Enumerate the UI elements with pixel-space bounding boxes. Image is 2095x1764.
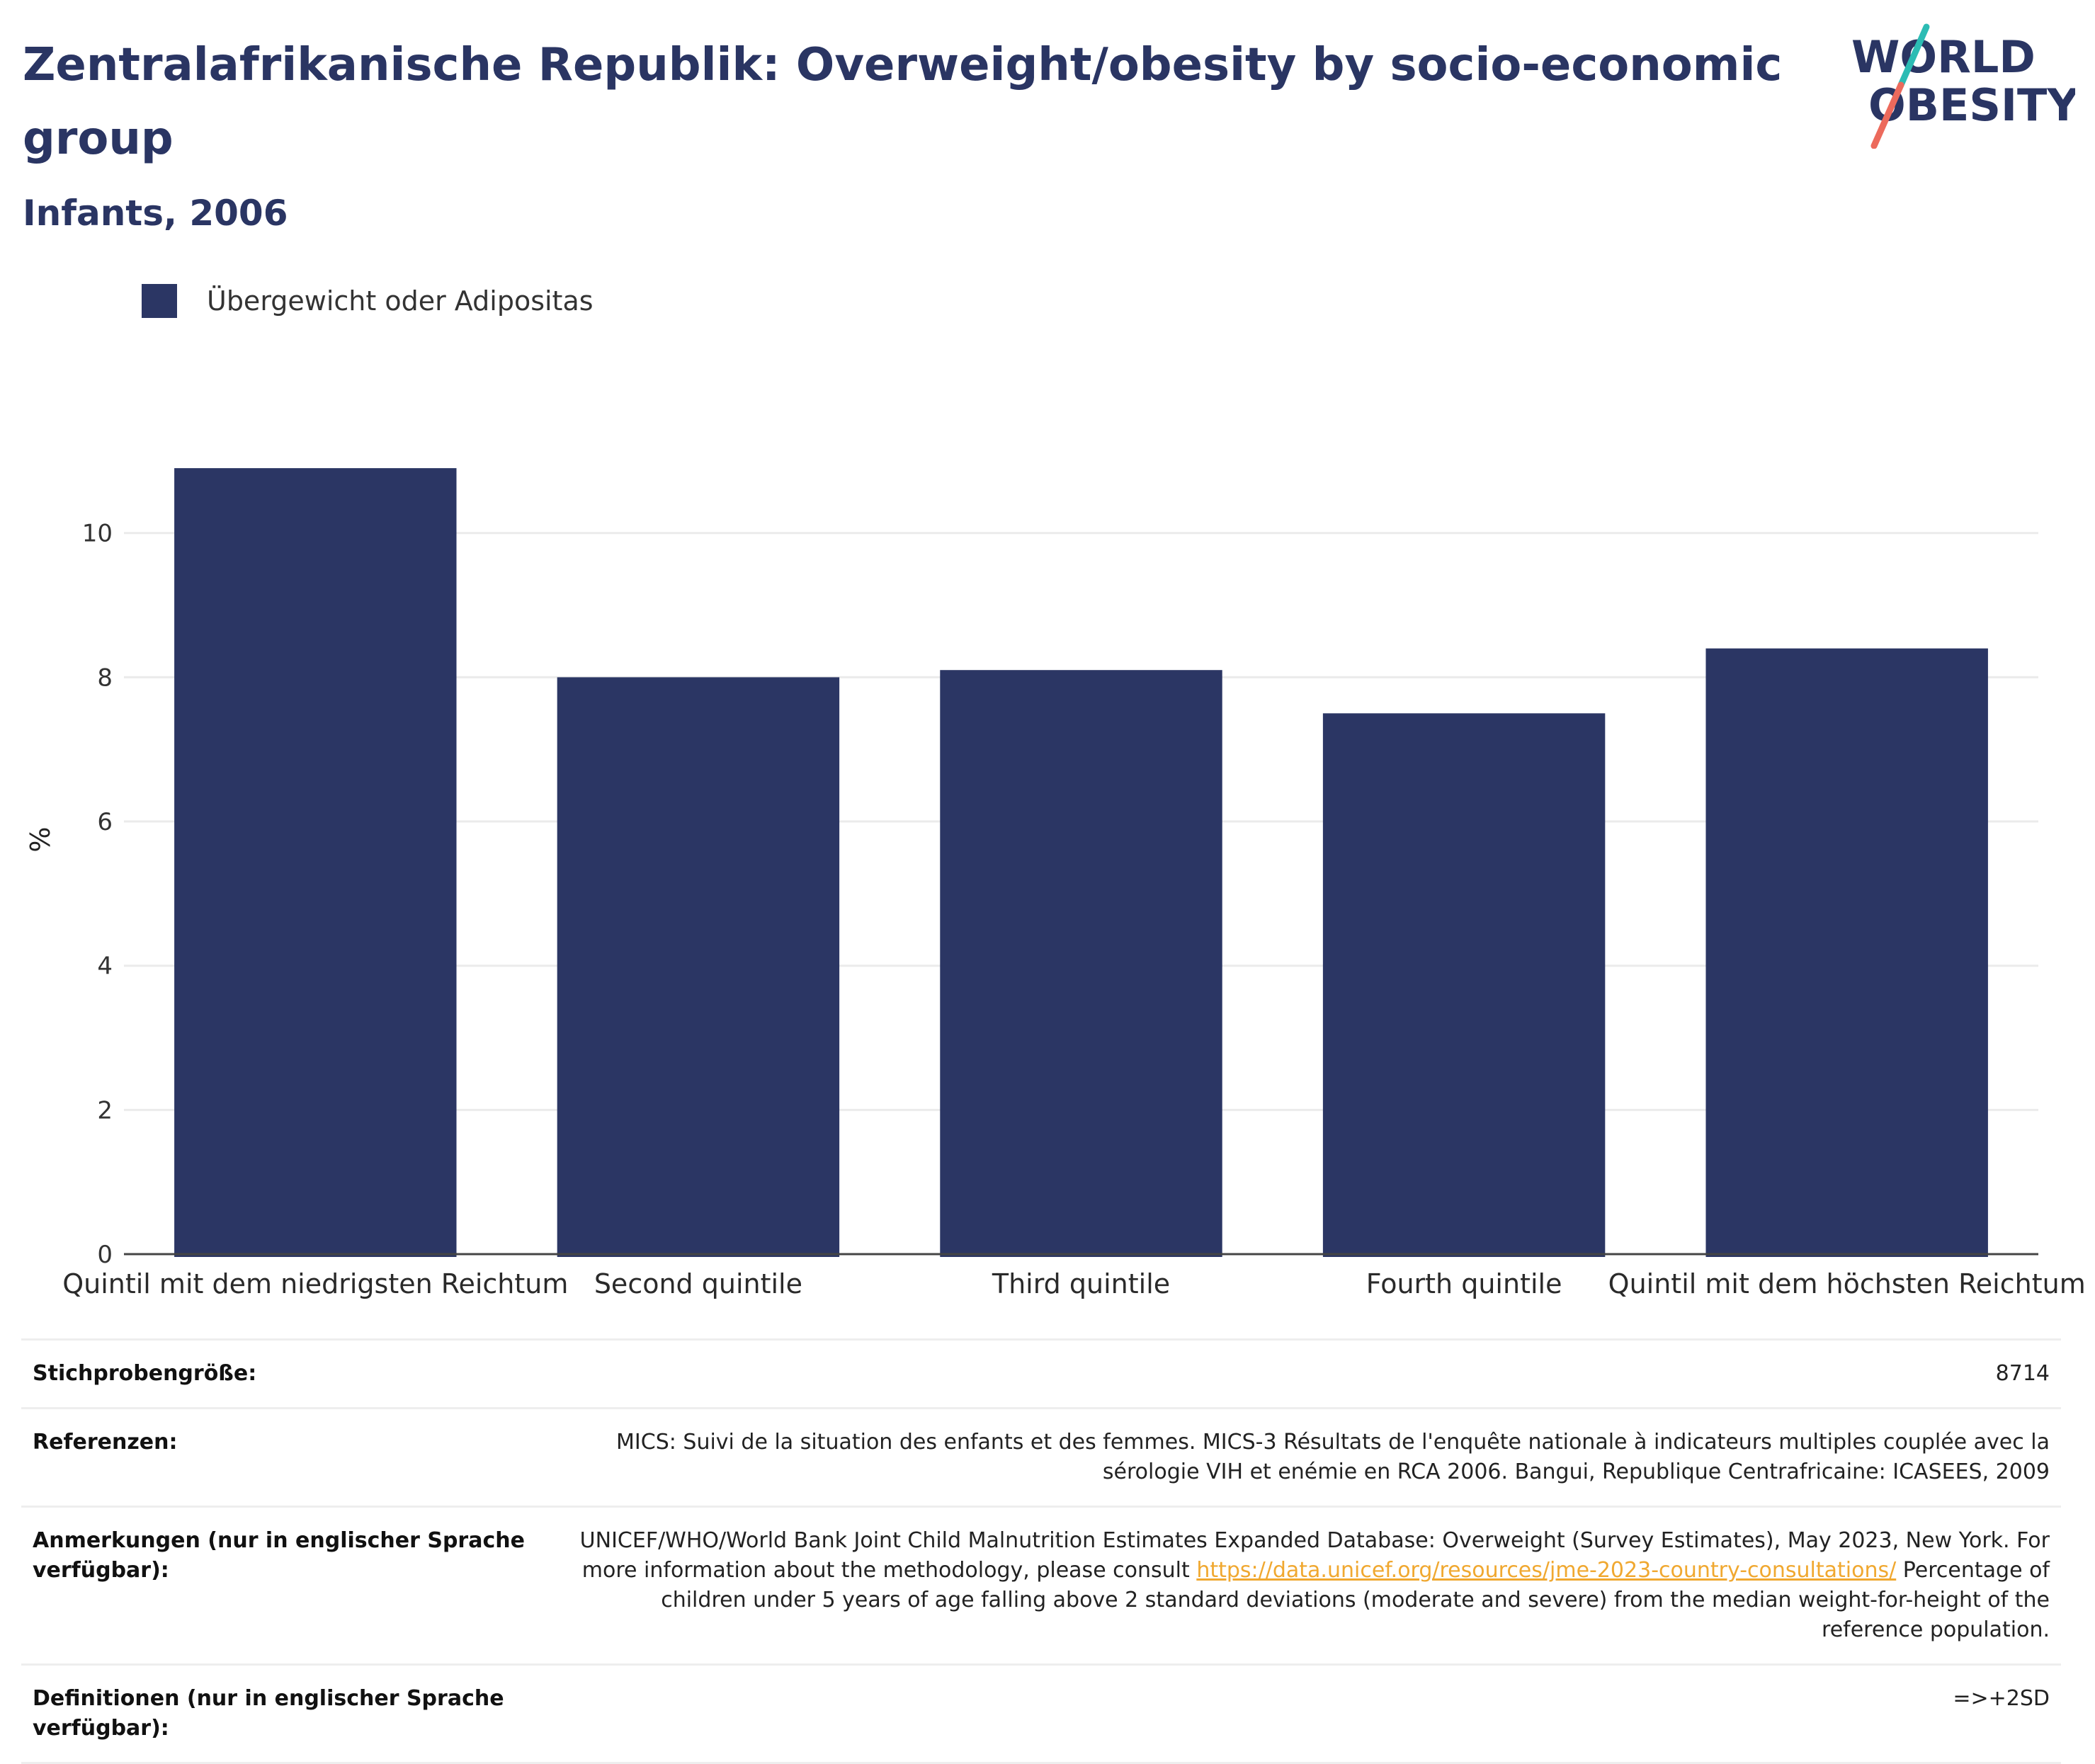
chart-title: Zentralafrikanische Republik: Overweight… <box>23 39 1783 165</box>
y-axis-title: % <box>25 826 56 852</box>
bar[interactable] <box>174 468 457 1257</box>
logo-slash-coral <box>1870 81 1904 149</box>
definitions-label: Definitionen (nur in englischer Sprache … <box>21 1663 554 1764</box>
y-tick-label: 8 <box>97 664 113 692</box>
x-tick-label: Fourth quintile <box>1366 1268 1562 1299</box>
legend-swatch[interactable] <box>142 284 177 318</box>
logo-line1: WORLD <box>1851 31 2036 83</box>
sample-size-row: Stichprobengröße: 8714 <box>21 1338 2061 1409</box>
bar-chart: 0 2 4 6 8 10% Quintil mit dem niedrigsten Reic… <box>25 468 2086 1299</box>
sample-size-label: Stichprobengröße: <box>21 1338 554 1409</box>
x-tick-label: Third quintile <box>992 1268 1170 1299</box>
world-obesity-logo[interactable]: WORLD OBESITY <box>1849 21 2075 149</box>
x-tick-label: Second quintile <box>594 1268 802 1299</box>
y-tick-label: 6 <box>97 808 113 836</box>
bar[interactable] <box>1322 713 1606 1257</box>
bar[interactable] <box>940 670 1222 1257</box>
notes-value: UNICEF/WHO/World Bank Joint Child Malnut… <box>554 1506 2061 1665</box>
logo-slash-teal <box>1897 23 1930 89</box>
chart-subtitle: Infants, 2006 <box>23 193 288 234</box>
sample-size-value: 8714 <box>554 1338 2061 1409</box>
notes-row: Anmerkungen (nur in englischer Sprache v… <box>21 1506 2061 1665</box>
definitions-row: Definitionen (nur in englischer Sprache … <box>21 1663 2061 1764</box>
references-row: Referenzen: MICS: Suivi de la situation … <box>21 1407 2061 1507</box>
legend: Übergewicht oder Adipositas <box>142 282 594 320</box>
legend-label: Übergewicht oder Adipositas <box>207 285 594 317</box>
y-tick-label: 10 <box>82 520 113 548</box>
definitions-value: =>+2SD <box>554 1663 2061 1764</box>
references-value: MICS: Suivi de la situation des enfants … <box>554 1407 2061 1507</box>
methodology-link[interactable]: https://data.unicef.org/resources/jme-20… <box>1196 1558 1897 1583</box>
bar[interactable] <box>557 677 840 1257</box>
y-tick-label: 4 <box>97 952 113 981</box>
notes-label: Anmerkungen (nur in englischer Sprache v… <box>21 1506 554 1665</box>
references-label: Referenzen: <box>21 1407 554 1507</box>
info-table: Stichprobengröße: 8714 Referenzen: MICS:… <box>21 1338 2061 1764</box>
y-tick-label: 0 <box>97 1241 113 1269</box>
bar[interactable] <box>1705 648 1988 1257</box>
notes-text-2: Percentage of children under 5 years of … <box>661 1558 2050 1642</box>
x-tick-label: Quintil mit dem höchsten Reichtum <box>1608 1268 2086 1299</box>
y-tick-label: 2 <box>97 1096 113 1125</box>
notes-text: UNICEF/WHO/World Bank Joint Child Malnut… <box>579 1528 2050 1583</box>
x-tick-label: Quintil mit dem niedrigsten Reichtum <box>62 1268 568 1299</box>
